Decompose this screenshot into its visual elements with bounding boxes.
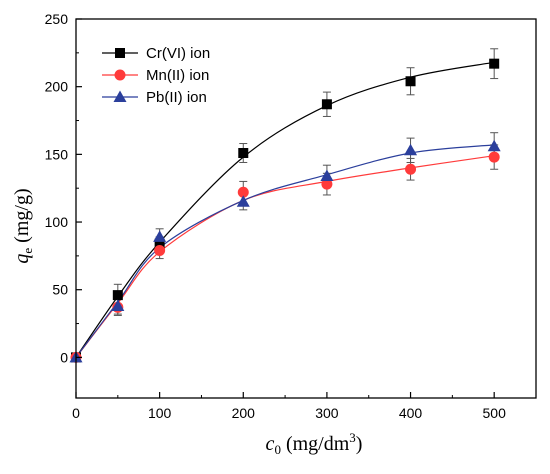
data-point-series-2 (320, 169, 334, 182)
x-tick-label: 400 (399, 405, 423, 421)
y-tick-label: 50 (52, 282, 68, 298)
legend-label-2: Pb(II) ion (146, 89, 207, 106)
x-tick-label: 200 (232, 405, 256, 421)
x-axis-title-sup: 3 (349, 430, 356, 445)
data-point-series-1 (488, 151, 500, 163)
legend-label-0: Cr(VI) ion (146, 45, 210, 62)
x-tick-label: 300 (315, 405, 339, 421)
x-tick-label: 500 (483, 405, 507, 421)
legend-marker-2 (113, 90, 127, 102)
plot-frame (75, 18, 537, 399)
y-axis-title-units: (mg/g) (11, 188, 33, 247)
fit-curve-0 (75, 61, 495, 358)
x-axis-title: c0 (mg/dm3) (266, 430, 363, 457)
data-point-series-2 (487, 139, 501, 152)
y-tick-label: 200 (45, 79, 69, 95)
legend-label-1: Mn(II) ion (146, 67, 209, 84)
y-axis-title-sub: e (20, 248, 35, 254)
data-point-series-0 (238, 148, 249, 159)
data-point-series-0 (321, 99, 332, 110)
data-point-series-0 (112, 290, 123, 301)
data-point-series-1 (237, 186, 249, 198)
x-tick-label: 0 (72, 405, 80, 421)
data-point-series-0 (154, 238, 165, 249)
legend: Cr(VI) ion Mn(II) ion Pb(II) ion (102, 45, 210, 106)
x-axis-title-close: ) (356, 433, 363, 455)
y-axis-title: qe (mg/g) (11, 188, 35, 263)
legend-marker-1 (114, 69, 126, 81)
y-tick-label: 150 (45, 146, 69, 162)
x-axis-title-units: (mg/dm (281, 433, 350, 455)
y-tick-label: 250 (45, 11, 69, 27)
y-tick-label: 0 (60, 349, 68, 365)
data-point-series-2 (404, 143, 418, 156)
axes: 0 50 100 150 200 250 0 100 200 300 400 500 (45, 11, 537, 421)
data-point-series-0 (489, 58, 500, 69)
data-point-series-2 (111, 299, 125, 311)
legend-marker-0 (115, 48, 125, 58)
data-point-series-0 (405, 76, 416, 87)
data-point-series-1 (154, 244, 166, 256)
y-axis-title-symbol: q (11, 254, 33, 264)
data-point-series-2 (236, 195, 250, 207)
plot-area (69, 48, 501, 363)
x-tick-label: 100 (148, 405, 172, 421)
x-axis-title-symbol: c (266, 433, 275, 455)
data-point-series-1 (405, 163, 417, 175)
x-axis-title-sub: 0 (274, 442, 281, 457)
data-point-series-1 (321, 178, 333, 190)
fit-curve-2 (75, 144, 495, 358)
data-point-series-2 (153, 230, 167, 242)
y-tick-label: 100 (45, 214, 69, 230)
